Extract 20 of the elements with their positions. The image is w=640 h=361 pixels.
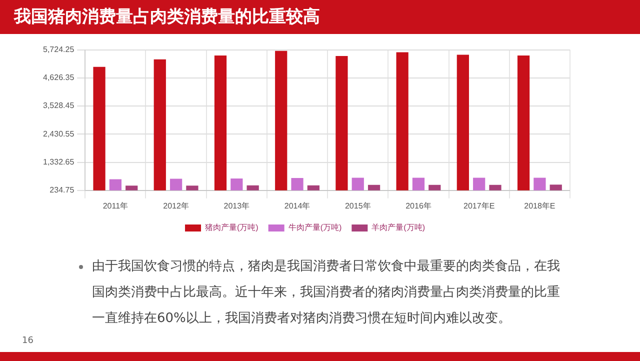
- y-tick-label: 1,332.65: [43, 157, 75, 166]
- x-tick-label: 2012年: [163, 201, 189, 210]
- x-tick-label: 2018年E: [524, 201, 556, 210]
- x-tick-label: 2017年E: [464, 201, 495, 210]
- x-tick-label: 2013年: [224, 201, 250, 210]
- y-tick-label: 2,430.55: [43, 129, 75, 138]
- x-tick-label: 2016年: [406, 201, 432, 210]
- y-tick-label: 3,528.45: [43, 101, 75, 110]
- x-tick-label: 2015年: [344, 201, 371, 210]
- x-tick-label: 2011年: [102, 201, 128, 210]
- chart-title: 我国猪肉消费量占肉类消费量的比重较高: [0, 0, 640, 34]
- text: 16: [22, 336, 34, 346]
- y-tick-label: 5,724.25: [43, 45, 75, 54]
- x-tick-label: 2014年: [284, 201, 310, 210]
- legend-label: 牛肉产量(万吨): [288, 223, 342, 232]
- legend-label: 猪肉产量(万吨): [205, 223, 259, 232]
- legend-label: 羊肉产量(万吨): [372, 223, 426, 232]
- y-tick-label: 4,626.35: [43, 73, 75, 82]
- text: 由于我国饮食习惯的特点，猪肉是我国消费者日常饮食中最重要的肉类食品，在我国肉类消费中占比最高。近十年来，我国消费者的猪肉消费量占肉类消费量的比重一直维持在60%以上，我国消费者对猪肉消费习惯在短时间内难以改变。: [92, 258, 561, 328]
- y-tick-label: 234.75: [50, 186, 75, 195]
